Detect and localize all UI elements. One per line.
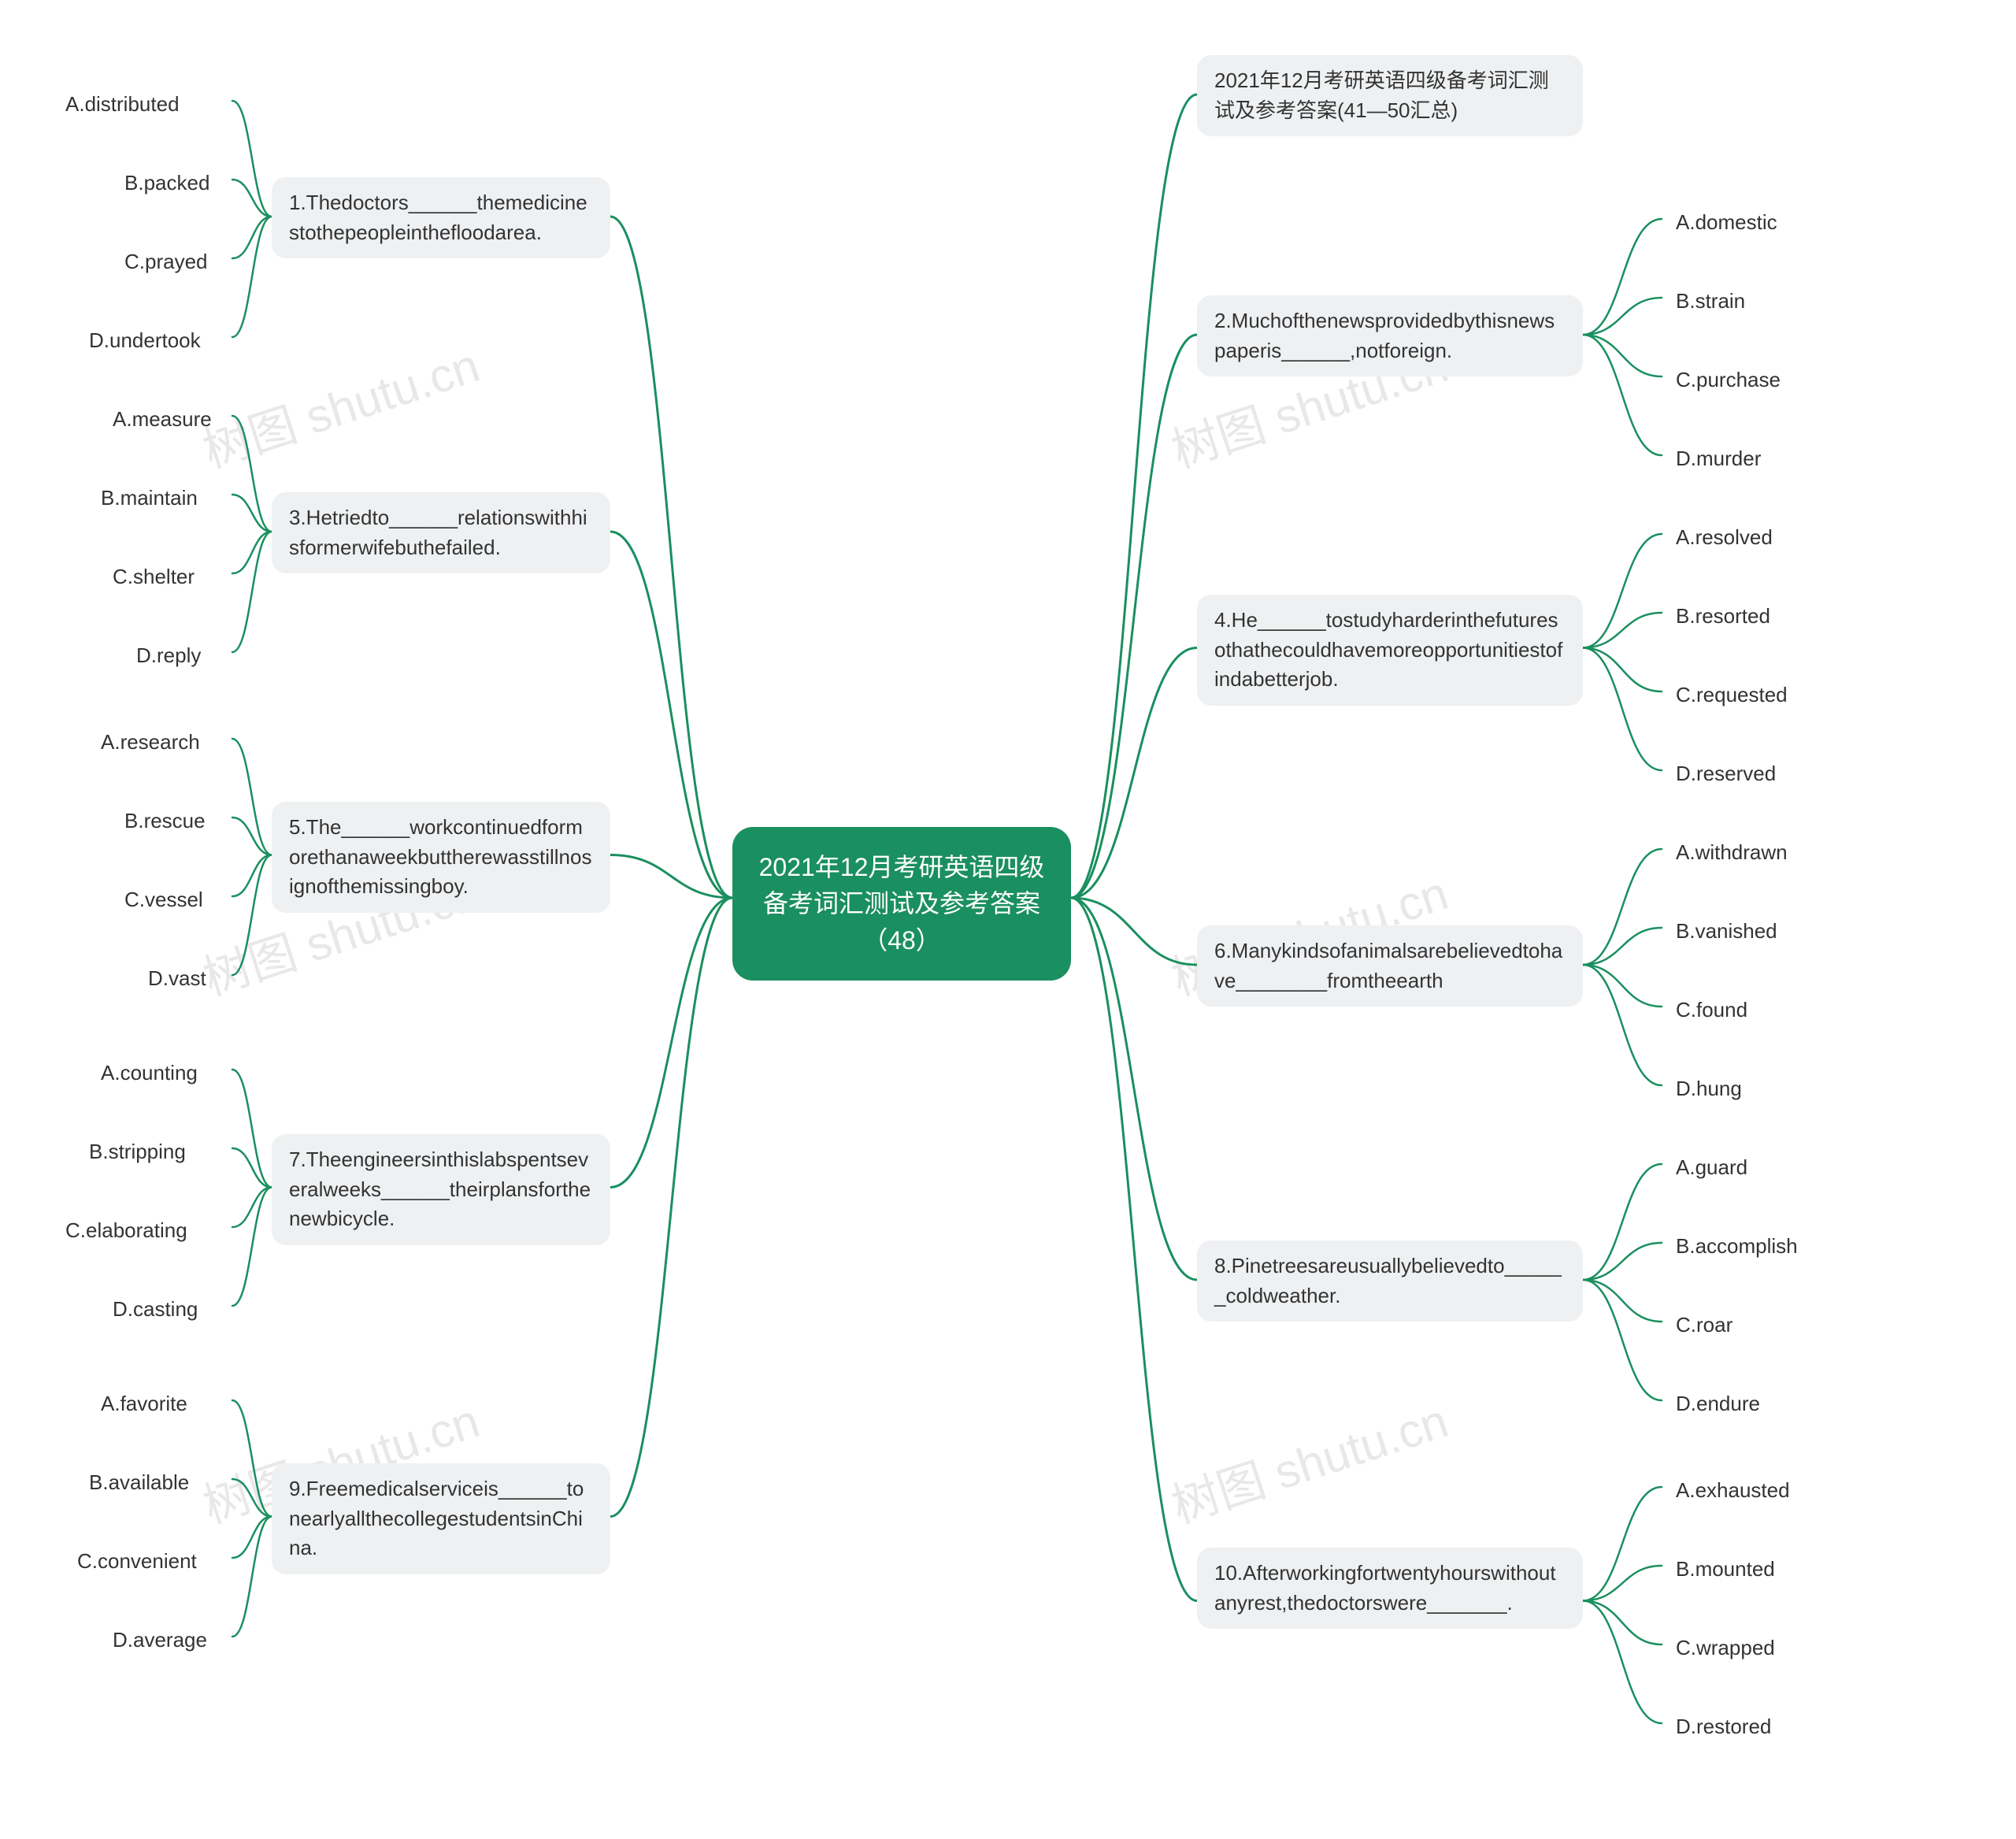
leaf-q2-3: D.murder [1670,441,1767,477]
leaf-q9-2: C.convenient [71,1544,203,1580]
leaf-q8-2: C.roar [1670,1307,1739,1344]
branch-q8: 8.Pinetreesareusuallybelievedto______col… [1197,1240,1583,1322]
leaf-q10-2: C.wrapped [1670,1630,1781,1667]
leaf-q7-2: C.elaborating [59,1213,194,1249]
branch-q1: 1.Thedoctors______themedicinestothepeopl… [272,177,610,258]
leaf-q4-3: D.reserved [1670,756,1782,792]
leaf-q2-1: B.strain [1670,284,1751,320]
leaf-q2-2: C.purchase [1670,362,1787,399]
leaf-q9-3: D.average [106,1622,213,1659]
leaf-q5-3: D.vast [142,961,213,997]
branch-q10: 10.Afterworkingfortwentyhourswithoutanyr… [1197,1548,1583,1629]
leaf-q4-2: C.requested [1670,677,1794,714]
leaf-q1-3: D.undertook [83,323,207,359]
leaf-q5-1: B.rescue [118,803,212,840]
branch-q6: 6.Manykindsofanimalsarebelievedtohave___… [1197,925,1583,1007]
branch-q5: 5.The______workcontinuedformorethanaweek… [272,802,610,913]
leaf-q1-0: A.distributed [59,87,186,123]
leaf-q6-1: B.vanished [1670,914,1784,950]
leaf-q4-1: B.resorted [1670,599,1777,635]
branch-q7: 7.Theengineersinthislabspentseveralweeks… [272,1134,610,1245]
branch-q3: 3.Hetriedto______relationswithhisformerw… [272,492,610,573]
leaf-q10-1: B.mounted [1670,1552,1781,1588]
leaf-q8-0: A.guard [1670,1150,1754,1186]
leaf-q8-3: D.endure [1670,1386,1766,1422]
branch-q2: 2.Muchofthenewsprovidedbythisnewspaperis… [1197,295,1583,376]
leaf-q7-3: D.casting [106,1292,204,1328]
leaf-q5-2: C.vessel [118,882,209,918]
branch-q4: 4.He______tostudyharderinthefuturesothat… [1197,595,1583,706]
leaf-q3-1: B.maintain [94,480,204,517]
leaf-q10-0: A.exhausted [1670,1473,1796,1509]
branch-q9: 9.Freemedicalserviceis______tonearlyallt… [272,1463,610,1574]
leaf-q7-0: A.counting [94,1055,204,1092]
leaf-q1-1: B.packed [118,165,216,202]
center-node: 2021年12月考研英语四级备考词汇测试及参考答案（48） [732,827,1071,981]
leaf-q7-1: B.stripping [83,1134,192,1170]
leaf-q9-1: B.available [83,1465,195,1501]
leaf-q8-1: B.accomplish [1670,1229,1804,1265]
leaf-q1-2: C.prayed [118,244,214,280]
leaf-q6-0: A.withdrawn [1670,835,1794,871]
leaf-q5-0: A.research [94,725,206,761]
leaf-q6-2: C.found [1670,992,1754,1029]
branch-summary: 2021年12月考研英语四级备考词汇测试及参考答案(41—50汇总) [1197,55,1583,136]
leaf-q2-0: A.domestic [1670,205,1784,241]
leaf-q3-2: C.shelter [106,559,201,595]
leaf-q4-0: A.resolved [1670,520,1779,556]
leaf-q6-3: D.hung [1670,1071,1748,1107]
leaf-q9-0: A.favorite [94,1386,194,1422]
leaf-q10-3: D.restored [1670,1709,1777,1745]
leaf-q3-3: D.reply [130,638,207,674]
leaf-q3-0: A.measure [106,402,218,438]
